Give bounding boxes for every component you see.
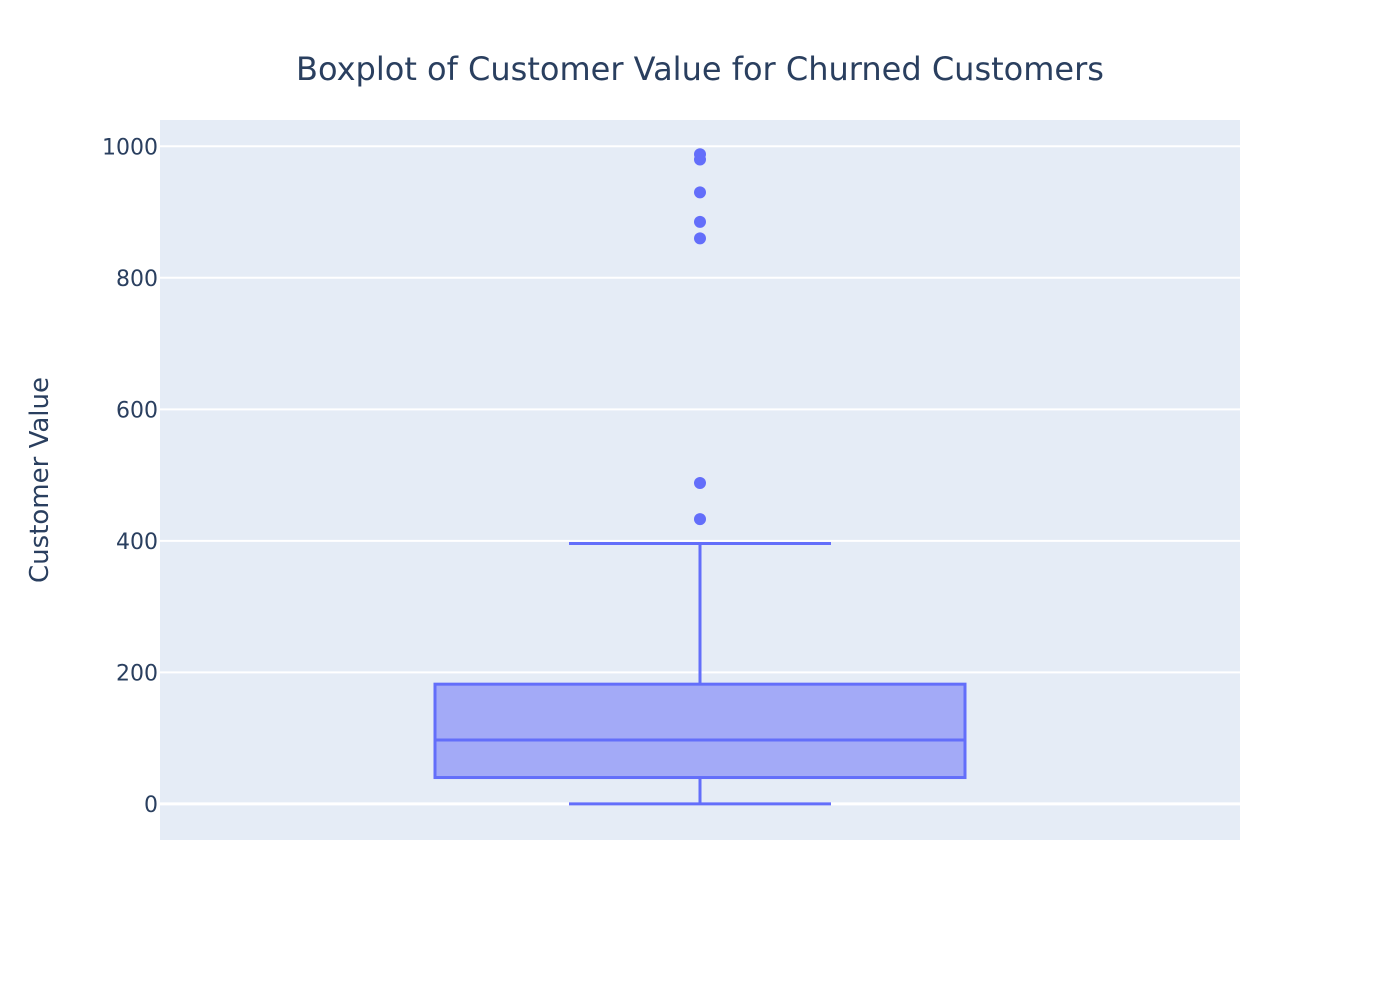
- y-axis-ticks: 0 200 400 600 800 1000: [102, 135, 158, 818]
- interquartile-box[interactable]: [433, 682, 967, 780]
- box-series[interactable]: [433, 148, 967, 806]
- outlier-point[interactable]: [694, 186, 706, 199]
- outlier-point[interactable]: [694, 513, 706, 526]
- y-axis-title: Customer Value: [25, 377, 55, 583]
- y-tick-label: 200: [116, 661, 158, 686]
- y-tick-label: 0: [144, 793, 158, 818]
- y-tick-label: 400: [116, 530, 158, 555]
- outlier-point[interactable]: [694, 232, 706, 245]
- outlier-point[interactable]: [694, 148, 706, 161]
- y-tick-label: 1000: [102, 135, 158, 160]
- outlier-point[interactable]: [694, 476, 706, 489]
- y-tick-label: 800: [116, 267, 158, 292]
- chart-title: Boxplot of Customer Value for Churned Cu…: [296, 50, 1104, 88]
- outlier-point[interactable]: [694, 215, 706, 228]
- y-tick-label: 600: [116, 398, 158, 423]
